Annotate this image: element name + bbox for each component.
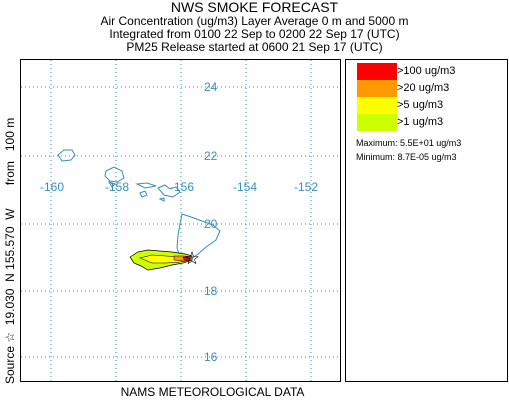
legend-swatch-red	[357, 63, 397, 80]
legend-entry-1: >1 ug/m3	[357, 114, 507, 131]
island-hawaii	[176, 213, 221, 262]
source-star-icon	[185, 251, 199, 265]
island-maui	[157, 184, 181, 198]
legend-panel	[345, 59, 508, 382]
concentration-subtitle: Air Concentration (ug/m3) Layer Average …	[100, 14, 409, 28]
island-kauai	[57, 149, 76, 162]
map-frame	[20, 59, 341, 382]
longitude-label-160: -160	[40, 180, 64, 194]
legend-entry-100: >100 ug/m3	[357, 63, 507, 80]
latitude-label-16: 16	[204, 350, 218, 364]
longitude-label-158: -158	[105, 180, 129, 194]
legend-swatch-orange	[357, 80, 397, 97]
legend-swatch-yellow	[357, 97, 397, 114]
source-location-text: Source ☆ 19.030 N 155.570 W from 100 m	[3, 118, 17, 384]
legend-label: >20 ug/m3	[397, 82, 450, 94]
latitude-label-18: 18	[204, 284, 218, 298]
integration-period: Integrated from 0100 22 Sep to 0200 22 S…	[109, 27, 400, 41]
legend-label: >5 ug/m3	[397, 99, 444, 111]
latitude-label-22: 22	[204, 149, 218, 163]
source-location-label: Source ☆ 19.030 N 155.570 W from 100 m	[3, 118, 17, 384]
legend-label: >1 ug/m3	[397, 116, 444, 128]
release-start: PM25 Release started at 0600 21 Sep 17 (…	[126, 40, 383, 54]
island-oahu-south	[107, 181, 116, 188]
legend-swatch-lime	[357, 114, 397, 131]
meteorological-data-label: NAMS METEOROLOGICAL DATA	[120, 385, 305, 399]
longitude-label-152: -152	[294, 180, 318, 194]
island-kahoolawe	[158, 197, 165, 202]
legend-entry-20: >20 ug/m3	[357, 80, 507, 97]
minimum-value: Minimum: 8.7E-05 ug/m3	[356, 152, 457, 162]
maximum-value: Maximum: 5.5E+01 ug/m3	[356, 138, 462, 148]
longitude-label-156: -156	[170, 180, 194, 194]
coastlines	[57, 149, 221, 262]
forecast-title: NWS SMOKE FORECAST	[170, 0, 339, 15]
map-canvas: 24 22 20 18 16 -160 -158 -156 -154 -152	[21, 60, 340, 381]
legend-label: >100 ug/m3	[397, 65, 456, 77]
longitude-label-154: -154	[233, 180, 257, 194]
island-lanai	[139, 190, 148, 198]
island-oahu	[104, 166, 125, 183]
latitude-label-24: 24	[204, 80, 218, 94]
legend-entry-5: >5 ug/m3	[357, 97, 507, 114]
latitude-label-20: 20	[204, 217, 218, 231]
island-molokai	[135, 182, 157, 189]
smoke-plume	[129, 249, 199, 271]
